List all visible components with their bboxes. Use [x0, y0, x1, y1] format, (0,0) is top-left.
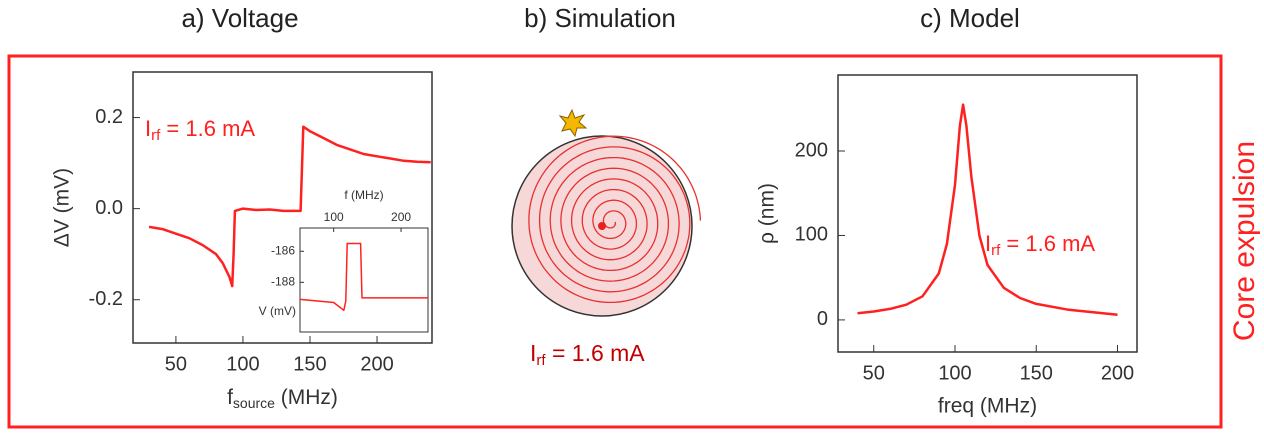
x-axis-label: f (MHz): [344, 188, 383, 202]
x-tick-label: 150: [1020, 362, 1053, 384]
star: [558, 108, 588, 138]
axes-box: [132, 71, 433, 344]
y-tick-label: 0.2: [95, 106, 123, 128]
annotation-main: I: [985, 231, 991, 256]
core: [598, 222, 606, 230]
y-axis-label: V (mV): [259, 304, 296, 318]
y-tick-label: 0: [817, 308, 828, 330]
x-axis-label-sub: source: [233, 395, 275, 411]
x-tick-label: 150: [293, 353, 326, 375]
panel-title: a) Voltage: [181, 3, 298, 33]
y-tick-label: -0.2: [89, 288, 123, 310]
data-line: [148, 125, 431, 288]
x-tick-label: 100: [324, 210, 344, 224]
y-tick-label: -188: [271, 275, 295, 289]
annotation-sub: rf: [151, 127, 161, 144]
annotation-rest: = 1.6 mA: [160, 116, 255, 141]
x-axis-label-rest: (MHz): [275, 386, 338, 409]
annotation: Irf = 1.6 mA: [145, 116, 255, 144]
x-tick-label: 100: [226, 353, 259, 375]
y-tick-label: -186: [271, 243, 295, 257]
x-tick-label: 50: [165, 353, 187, 375]
annotation: Irf = 1.6 mA: [985, 231, 1095, 259]
side-label: Core expulsion: [1228, 141, 1261, 341]
axes-box: [837, 74, 1138, 353]
x-tick-label: 200: [360, 353, 393, 375]
annotation-main: I: [145, 116, 151, 141]
x-axis-label: freq (MHz): [938, 395, 1037, 418]
y-tick-label: 100: [795, 224, 828, 246]
annotation: Irf = 1.6 mA: [530, 340, 645, 369]
x-axis-label: fsource (MHz): [227, 386, 338, 411]
data-line: [299, 242, 428, 312]
axes-box: [299, 227, 429, 333]
x-tick-label: 50: [863, 362, 885, 384]
frame: [7, 54, 1223, 429]
y-axis-label: ΔV (mV): [51, 168, 74, 247]
data-line: [857, 103, 1118, 317]
y-tick-label: 200: [795, 139, 828, 161]
y-axis-label: ρ (nm): [756, 183, 779, 244]
annotation-sub: rf: [991, 242, 1001, 259]
panel-title: c) Model: [920, 3, 1020, 33]
x-tick-label: 200: [391, 210, 411, 224]
x-axis-label-main: f: [227, 386, 233, 409]
simulation: [511, 108, 702, 317]
annotation-rest: = 1.6 mA: [1000, 231, 1095, 256]
spiral: [528, 135, 702, 304]
y-tick-label: 0.0: [95, 197, 123, 219]
panel-title: b) Simulation: [524, 3, 676, 33]
inset-bg: [300, 228, 428, 332]
x-tick-label: 100: [938, 362, 971, 384]
x-tick-label: 200: [1101, 362, 1134, 384]
